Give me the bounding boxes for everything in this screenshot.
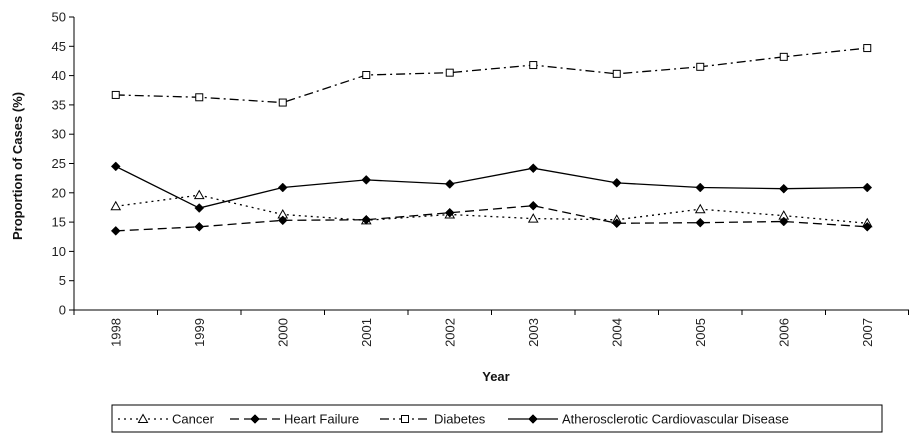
legend-label: Heart Failure — [284, 412, 359, 427]
series-heart-failure — [110, 200, 873, 236]
data-point — [611, 177, 622, 188]
data-point — [862, 182, 873, 193]
data-point — [194, 203, 205, 213]
data-point — [444, 179, 455, 189]
y-tick-label: 10 — [52, 244, 66, 259]
x-axis-title: Year — [482, 369, 509, 384]
x-tick-label: 2003 — [526, 318, 541, 347]
data-point — [778, 216, 789, 227]
data-point — [863, 44, 872, 53]
legend-marker — [528, 414, 538, 424]
legend-item: Heart Failure — [230, 412, 359, 427]
series-atherosclerotic-cardiovascular-disease — [110, 161, 873, 213]
legend-label: Diabetes — [434, 412, 486, 427]
series-line — [115, 47, 868, 104]
data-point — [778, 183, 789, 194]
data-point — [445, 68, 454, 77]
data-point — [528, 163, 539, 174]
data-point — [862, 221, 873, 232]
data-point — [278, 98, 287, 107]
y-tick-label: 35 — [52, 97, 66, 112]
legend-item: Diabetes — [380, 412, 486, 427]
data-point — [612, 69, 621, 78]
x-axis: 1998 1999 2000 2001 2002 2003 2004 2005 2006 2007 — [73, 309, 909, 347]
legend-marker — [137, 413, 149, 423]
data-point — [611, 218, 622, 229]
data-point — [361, 214, 372, 225]
x-tick-label: 2000 — [275, 318, 290, 347]
y-axis: 0 5 10 15 20 25 30 35 40 45 50 — [52, 10, 75, 318]
legend-item: Atherosclerotic Cardiovascular Disease — [508, 412, 789, 427]
x-tick-label: 2006 — [776, 318, 791, 347]
legend-label: Atherosclerotic Cardiovascular Disease — [562, 412, 789, 427]
x-tick-label: 1999 — [192, 318, 207, 347]
series-line — [115, 194, 868, 224]
legend-box — [111, 404, 883, 433]
legend-item: Cancer — [118, 412, 215, 427]
data-point — [195, 93, 204, 102]
y-tick-label: 30 — [52, 127, 66, 142]
x-tick-label: 1998 — [108, 318, 123, 347]
y-tick-label: 0 — [59, 303, 66, 318]
data-point — [110, 226, 121, 236]
data-point — [529, 61, 538, 70]
data-point — [194, 221, 205, 232]
data-point — [444, 207, 455, 218]
legend-marker — [401, 415, 409, 423]
data-point — [193, 189, 205, 200]
y-tick-label: 20 — [52, 185, 66, 200]
y-tick-label: 25 — [52, 156, 66, 171]
y-tick-label: 15 — [52, 215, 66, 230]
x-tick-label: 2004 — [609, 318, 624, 347]
x-tick-label: 2007 — [860, 318, 875, 347]
series-line — [115, 205, 868, 232]
y-tick-label: 40 — [52, 68, 66, 83]
x-tick-label: 2002 — [442, 318, 457, 347]
data-point — [696, 62, 705, 71]
data-point — [277, 215, 288, 226]
data-point — [695, 182, 706, 193]
x-tick-label: 2001 — [359, 318, 374, 347]
y-tick-label: 45 — [52, 39, 66, 54]
series-line — [115, 165, 868, 209]
data-point — [361, 175, 372, 185]
data-point — [110, 161, 121, 172]
data-point — [779, 52, 788, 61]
data-point — [527, 213, 539, 223]
series-diabetes — [111, 44, 872, 107]
data-point — [362, 71, 371, 80]
x-tick-label: 2005 — [693, 318, 708, 347]
legend: Cancer Heart Failure Diabetes Atherosclerot… — [111, 404, 883, 433]
y-tick-label: 5 — [59, 273, 66, 288]
legend-marker — [250, 414, 260, 424]
y-tick-label: 50 — [52, 10, 66, 25]
legend-label: Cancer — [172, 412, 215, 427]
data-point — [694, 203, 706, 214]
data-point — [695, 217, 706, 228]
series-layer — [110, 44, 873, 236]
data-point — [110, 200, 122, 211]
data-point — [111, 90, 120, 99]
data-point — [528, 200, 539, 211]
data-point — [277, 182, 288, 193]
y-axis-title: Proportion of Cases (%) — [10, 92, 25, 240]
